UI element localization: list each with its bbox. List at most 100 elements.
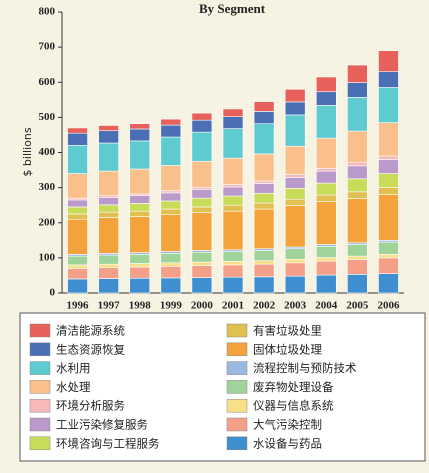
bar-segment: [129, 263, 151, 268]
legend-label: 水利用: [56, 361, 91, 375]
bar-segment: [222, 264, 244, 278]
bar-segment: [67, 127, 88, 134]
legend-swatch: [226, 436, 248, 451]
legend-swatch: [29, 380, 51, 394]
bar-segment: [67, 264, 88, 269]
bar-segment: [284, 101, 306, 116]
x-tick-label: 2006: [377, 300, 400, 312]
bar-segment: [160, 200, 182, 210]
y-tick-label: 600: [39, 76, 56, 88]
bar-segment: [284, 198, 306, 206]
bar-segment: [315, 274, 337, 294]
chart-title: By Segment: [199, 1, 266, 16]
bar-segment: [347, 82, 368, 98]
legend-box: [19, 312, 426, 462]
bar-segment: [222, 157, 244, 185]
bar-segment: [347, 162, 368, 167]
bar-segment: [191, 277, 213, 294]
bar-segment: [378, 194, 399, 241]
bar-segment: [98, 170, 119, 197]
bar-segment: [98, 217, 119, 254]
x-tick-label: 2000: [191, 300, 214, 312]
bar-segment: [98, 278, 119, 294]
x-tick-label: 2002: [253, 300, 276, 312]
legend-swatch: [226, 323, 248, 338]
bar-segment: [160, 266, 182, 279]
bar-segment: [98, 267, 119, 279]
bar-segment: [315, 76, 337, 93]
legend-swatch: [29, 342, 51, 357]
bar-segment: [160, 190, 182, 194]
bar-segment: [253, 263, 275, 278]
bar-segment: [253, 192, 275, 204]
bar-segment: [315, 91, 337, 106]
bar-segment: [222, 251, 244, 262]
bar-segment: [129, 195, 151, 204]
legend-swatch: [226, 361, 248, 375]
legend-label: 清洁能源系统: [56, 324, 125, 338]
bar-segment: [378, 71, 399, 88]
bar-segment: [191, 206, 213, 213]
bar-segment: [160, 136, 182, 166]
y-tick-label: 300: [39, 181, 56, 193]
bar-segment: [378, 87, 399, 123]
bar-segment: [378, 187, 399, 195]
bar-segment: [284, 205, 306, 248]
x-tick-label: 2005: [346, 300, 369, 312]
bar-segment: [253, 153, 275, 182]
bar-segment: [378, 159, 399, 174]
bar-segment: [191, 251, 213, 263]
bar-segment: [222, 276, 244, 294]
legend-swatch: [29, 398, 51, 413]
bar-segment: [347, 178, 368, 193]
bar-segment: [191, 212, 213, 251]
bar-segment: [129, 203, 151, 212]
legend-label: 环境咨询与工程服务: [56, 436, 160, 450]
bar-segment: [284, 177, 306, 189]
bar-segment: [98, 254, 119, 265]
bar-segment: [67, 173, 88, 199]
y-axis-label: $ billions: [21, 127, 34, 176]
bar-segment: [378, 155, 399, 160]
bar-segment: [315, 137, 337, 169]
bar-segment: [160, 277, 182, 294]
legend-label: 环境分析服务: [56, 399, 125, 413]
bar-segment: [284, 275, 306, 294]
bar-segment: [129, 277, 151, 294]
bar-segment: [191, 131, 213, 162]
x-tick-label: 2001: [222, 300, 244, 312]
legend-label: 流程控制与预防技术: [253, 361, 357, 375]
x-tick-label: 1997: [98, 300, 121, 312]
legend-label: 生态资源恢复: [56, 342, 125, 356]
bar-segment: [67, 132, 88, 146]
bar-segment: [253, 250, 275, 261]
bar-segment: [129, 210, 151, 217]
bar-segment: [191, 197, 213, 208]
bar-segment: [191, 265, 213, 278]
bar-segment: [378, 254, 399, 259]
bar-segment: [129, 123, 151, 130]
bar-segment: [315, 105, 337, 139]
bar-segment: [129, 266, 151, 279]
bar-segment: [315, 182, 337, 196]
bar-segment: [67, 268, 88, 280]
x-tick-label: 1996: [67, 300, 90, 312]
bar-segment: [98, 142, 119, 172]
legend-label: 水设备与药品: [253, 436, 322, 450]
bar-segment: [284, 88, 306, 103]
bar-segment: [315, 168, 337, 172]
bar-segment: [253, 276, 275, 294]
legend-label: 水处理: [56, 380, 91, 394]
bar-segment: [67, 199, 88, 208]
bar-segment: [222, 210, 244, 251]
bar-segment: [253, 123, 275, 155]
bar-segment: [222, 186, 244, 197]
bar-segment: [222, 128, 244, 159]
legend-swatch: [29, 436, 51, 451]
bar-segment: [191, 160, 213, 188]
y-tick-label: 100: [39, 251, 56, 263]
legend-label: 固体垃圾处理: [253, 342, 322, 356]
bar-segment: [284, 248, 306, 260]
bar-segment: [191, 119, 213, 133]
legend-label: 废弃物处理设备: [253, 380, 334, 394]
